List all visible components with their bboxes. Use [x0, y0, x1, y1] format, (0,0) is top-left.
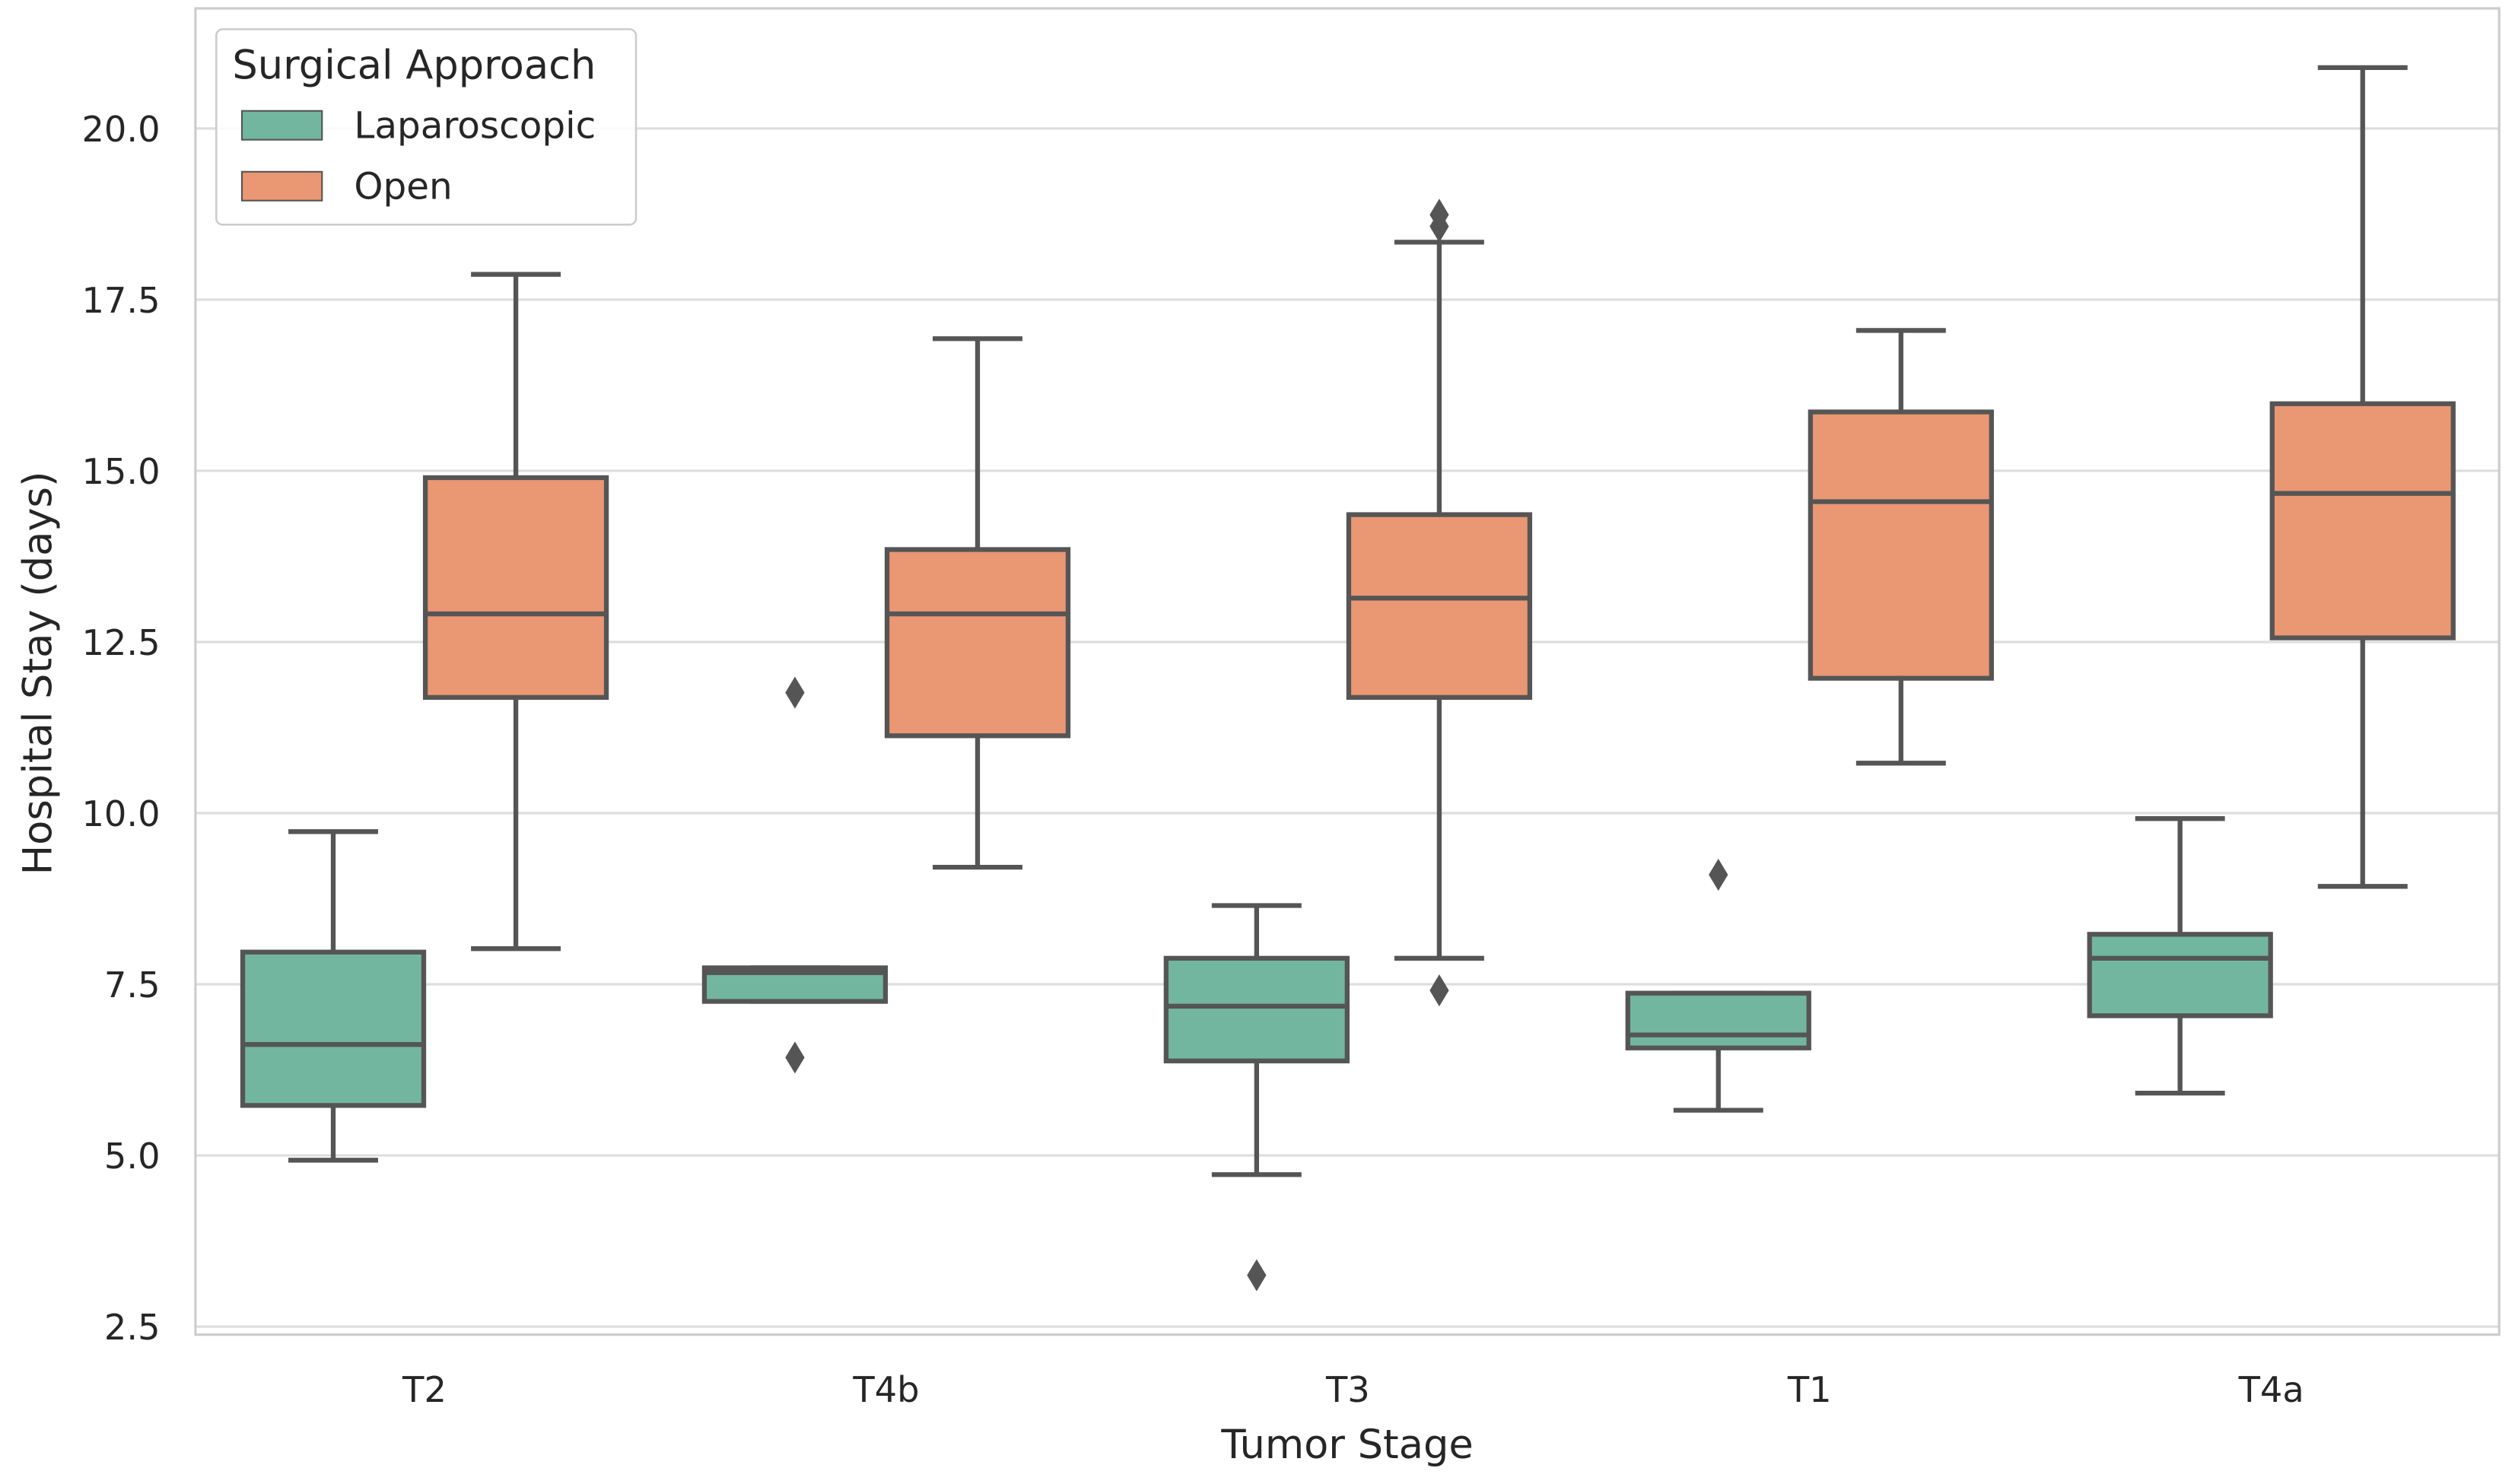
box-T3-open: [1346, 199, 1533, 1007]
legend-swatch-open: [240, 170, 323, 202]
legend-swatch-laparoscopic: [240, 110, 323, 141]
box-T3-laparoscopic: [1163, 903, 1350, 1292]
outlier-point: [785, 1041, 805, 1074]
y-axis-label: Hospital Stay (days): [14, 472, 61, 875]
y-axis: 2.5 5.0 7.5 10.0 12.5 15.0 17.5 20.0: [81, 109, 160, 1348]
plot-frame: [194, 7, 2501, 1336]
y-tick-label: 20.0: [81, 109, 160, 150]
box-iqr: [422, 475, 609, 701]
x-tick-label: T2: [402, 1369, 447, 1410]
x-axis: T2 T4b T3 T1 T4a: [402, 1369, 2304, 1410]
box-iqr: [1346, 512, 1533, 701]
x-tick-label: T3: [1325, 1369, 1370, 1410]
boxes: [240, 65, 2456, 1292]
x-tick-label: T1: [1787, 1369, 1832, 1410]
x-axis-label: Tumor Stage: [1220, 1422, 1473, 1468]
box-T4a-open: [2269, 65, 2456, 889]
outlier-point: [785, 676, 805, 709]
box-T4b-open: [884, 336, 1071, 870]
legend-label-open: Open: [354, 166, 452, 208]
outlier-point: [1247, 1259, 1267, 1292]
box-iqr: [1625, 990, 1811, 1050]
box-T4b-laparoscopic: [701, 676, 889, 1074]
x-tick-label: T4a: [2238, 1369, 2304, 1410]
box-T2-laparoscopic: [240, 829, 427, 1163]
box-T1-open: [1808, 328, 1994, 766]
y-tick-label: 12.5: [81, 622, 160, 663]
legend-title: Surgical Approach: [232, 43, 596, 89]
y-tick-label: 5.0: [104, 1136, 161, 1177]
grid-lines: [195, 127, 2500, 1328]
box-iqr: [2269, 401, 2456, 640]
box-T2-open: [422, 272, 609, 952]
outlier-point: [1429, 210, 1449, 243]
box-T4a-laparoscopic: [2087, 816, 2273, 1096]
box-T1-laparoscopic: [1625, 858, 1811, 1113]
box-iqr: [240, 949, 427, 1108]
outlier-point: [1709, 858, 1728, 891]
outlier-point: [1429, 974, 1449, 1007]
legend-label-laparoscopic: Laparoscopic: [354, 105, 596, 148]
box-iqr: [884, 547, 1071, 739]
box-iqr: [1163, 955, 1350, 1063]
legend: Surgical Approach Laparoscopic Open: [215, 28, 638, 226]
y-tick-label: 2.5: [104, 1307, 161, 1348]
box-iqr: [1808, 409, 1994, 681]
y-tick-label: 7.5: [104, 964, 161, 1006]
x-tick-label: T4b: [852, 1369, 919, 1410]
y-tick-label: 10.0: [81, 793, 160, 834]
y-tick-label: 15.0: [81, 451, 160, 492]
y-tick-label: 17.5: [81, 280, 160, 321]
box-iqr: [2087, 932, 2273, 1018]
